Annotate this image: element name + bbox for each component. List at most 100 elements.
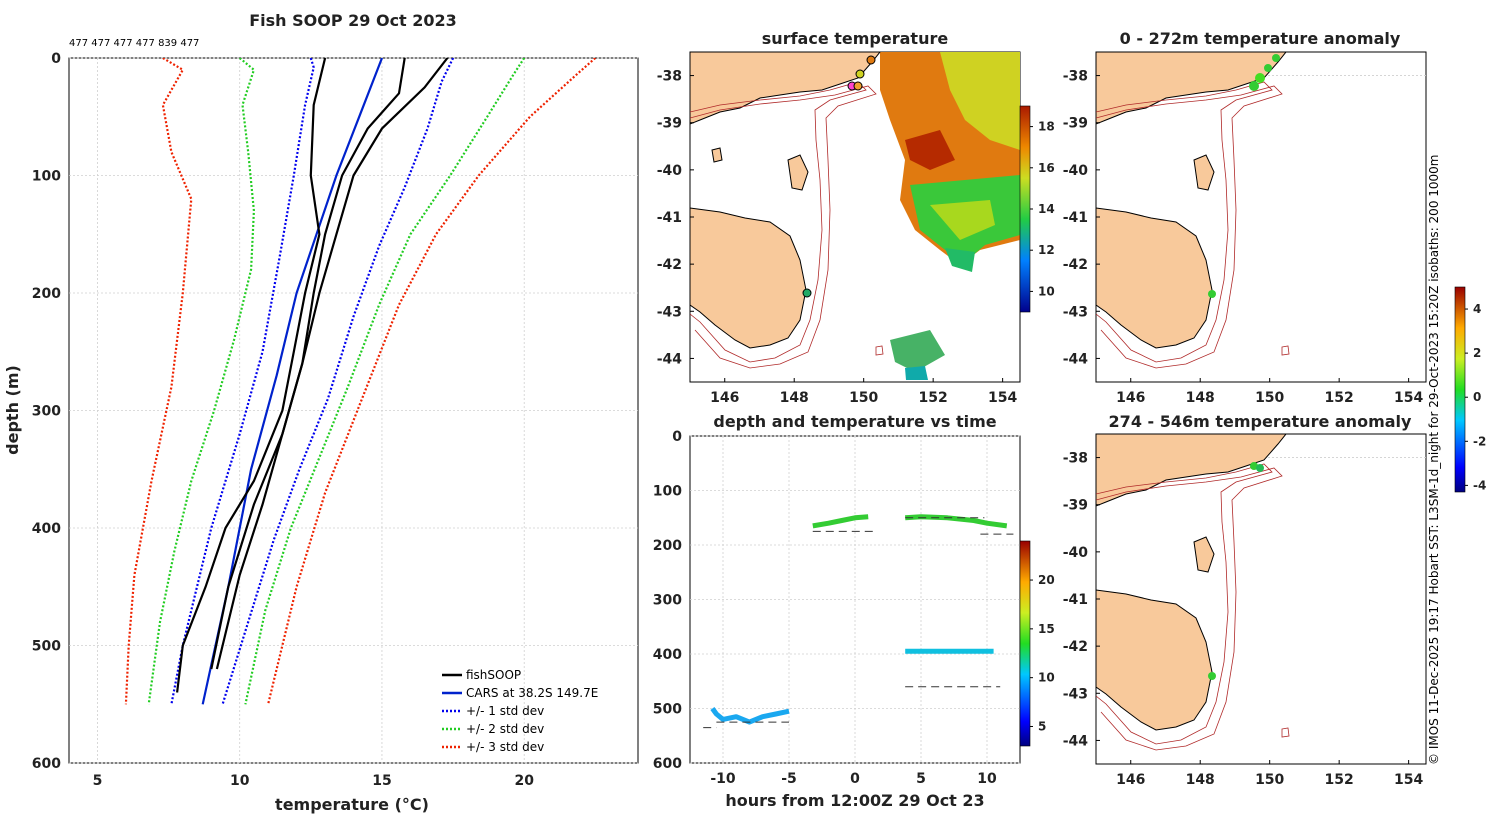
colorbar-tick: 14 xyxy=(1038,202,1055,216)
colorbar-tick: 5 xyxy=(1038,719,1046,733)
sst-king-island xyxy=(711,147,723,163)
colorbar-tick: 10 xyxy=(1038,671,1055,685)
sst-cyan-patch xyxy=(945,248,975,272)
sst-seamount xyxy=(875,345,884,356)
anomaly1-title: 0 - 272m temperature anomaly xyxy=(1120,29,1401,48)
anomaly2-content xyxy=(1096,434,1426,751)
map-lon-tick: 148 xyxy=(1186,772,1215,788)
profile-series--2-std-dev xyxy=(147,58,256,705)
legend-label-fishsoop: fishSOOP xyxy=(466,668,521,682)
map-lon-tick: 152 xyxy=(1325,772,1354,788)
anomaly1-seamount xyxy=(1281,345,1290,356)
profile-top-counts: 477 477 477 477 839 477 xyxy=(69,38,199,49)
map-lat-tick: -40 xyxy=(1063,545,1089,561)
profile-series--2-std-dev-upper- xyxy=(244,58,526,705)
map-lon-tick: 152 xyxy=(1325,390,1354,406)
map-lon-tick: 150 xyxy=(1255,772,1284,788)
profile-y-ticks: 0 100 200 300 400 500 600 xyxy=(32,51,61,772)
map-lat-tick: -42 xyxy=(657,257,682,273)
time-grid xyxy=(690,435,1020,764)
profile-series-fishsoop-3 xyxy=(210,58,449,670)
time-x-tick: 0 xyxy=(850,771,860,787)
profile-x-tick: 5 xyxy=(93,773,103,789)
profile-y-tick: 0 xyxy=(51,51,61,67)
anomaly2-seamount xyxy=(1281,727,1290,738)
time-x-tick: 10 xyxy=(977,771,997,787)
map-lon-tick: 154 xyxy=(1394,390,1423,406)
profile-series--3-std-dev-upper- xyxy=(267,58,597,705)
colorbar-tick: 12 xyxy=(1038,243,1055,257)
time-colorbar xyxy=(1019,540,1031,747)
time-y-tick: 600 xyxy=(653,756,682,772)
anomaly2-title: 274 - 546m temperature anomaly xyxy=(1109,412,1412,431)
profile-y-tick: 400 xyxy=(32,521,61,537)
time-title: depth and temperature vs time xyxy=(713,412,996,431)
map-lat-tick: -39 xyxy=(657,116,682,132)
time-segment xyxy=(812,514,869,529)
time-y-tick: 500 xyxy=(653,702,682,718)
anomaly2-tasmania xyxy=(1096,589,1213,731)
map-lon-tick: 146 xyxy=(710,390,739,406)
map-lat-tick: -39 xyxy=(1063,498,1088,514)
map-lon-tick: 154 xyxy=(1394,772,1423,788)
anomaly-colorbar-ticks: 4 2 0 -2 -4 xyxy=(1465,302,1486,492)
anomaly1-ticks: 146 148 150 152 154 -38 -39 -40 -41 -42 -43 -44 xyxy=(1063,69,1424,406)
sst-ticks: 146 148 150 152 154 -38 -39 -40 -41 -42 -43 -44 xyxy=(657,69,1018,406)
sst-hot-patch xyxy=(905,130,955,170)
legend-label-std2: +/- 2 std dev xyxy=(466,722,544,736)
sst-title: surface temperature xyxy=(762,29,949,48)
anomaly-colorbar xyxy=(1454,286,1466,493)
time-xlabel: hours from 12:00Z 29 Oct 23 xyxy=(725,791,984,810)
legend-label-std1: +/- 1 std dev xyxy=(466,704,544,718)
anomaly2-flinders-island xyxy=(1193,536,1215,573)
sst-colorbar xyxy=(1019,105,1031,313)
anomaly1-tasmania xyxy=(1096,207,1213,349)
map-lat-tick: -41 xyxy=(657,210,682,226)
map-lat-tick: -41 xyxy=(1063,210,1088,226)
map-lat-tick: -44 xyxy=(1063,351,1089,367)
sst-flinders-island xyxy=(787,154,809,191)
colorbar-tick: 16 xyxy=(1038,161,1055,175)
sst-tasmania xyxy=(690,207,807,349)
sst-colorbar-ticks: 18 16 14 12 10 xyxy=(1030,120,1055,298)
profile-legend: fishSOOP CARS at 38.2S 149.7E +/- 1 std … xyxy=(442,668,598,754)
map-lon-tick: 150 xyxy=(849,390,878,406)
map-lon-tick: 146 xyxy=(1116,772,1145,788)
sst-isobath-200 xyxy=(690,81,867,363)
colorbar-tick: 4 xyxy=(1473,302,1481,316)
sst-south-patch xyxy=(890,330,945,372)
anomaly2-marker-2 xyxy=(1256,464,1264,472)
anomaly1-marker-3 xyxy=(1255,73,1265,83)
time-x-tick: 5 xyxy=(916,771,926,787)
sst-lime-patch xyxy=(930,200,995,240)
sst-marker-5 xyxy=(802,288,812,298)
sst-marker-2 xyxy=(855,69,865,79)
anomaly1-marker-5 xyxy=(1208,290,1216,298)
colorbar-tick: -4 xyxy=(1473,478,1486,492)
anomaly1-marker-4 xyxy=(1249,81,1259,91)
map-lat-tick: -42 xyxy=(1063,257,1088,273)
map-lon-tick: 152 xyxy=(919,390,948,406)
profile-y-tick: 200 xyxy=(32,286,61,302)
anomaly2-mainland xyxy=(1096,434,1287,507)
profile-chart: 5 10 15 20 0 100 200 300 400 500 600 Fish SOOP 29… xyxy=(3,11,639,814)
anomaly2-isobath-1000 xyxy=(1096,467,1283,751)
anomaly1-marker-1 xyxy=(1272,54,1280,62)
time-y-tick: 200 xyxy=(653,538,682,554)
map-lon-tick: 150 xyxy=(1255,390,1284,406)
map-lat-tick: -39 xyxy=(1063,116,1088,132)
sst-south-cyan xyxy=(905,366,928,380)
map-lat-tick: -43 xyxy=(1063,686,1088,702)
sst-content xyxy=(690,52,1020,380)
map-lat-tick: -40 xyxy=(657,163,683,179)
map-lon-tick: 148 xyxy=(780,390,809,406)
profile-xlabel: temperature (°C) xyxy=(275,795,429,814)
time-y-tick: 100 xyxy=(653,484,682,500)
profile-series--3-std-dev xyxy=(124,58,193,705)
map-lat-tick: -44 xyxy=(1063,733,1089,749)
anomaly1-isobath-1000 xyxy=(1096,85,1283,369)
map-lat-tick: -40 xyxy=(1063,163,1089,179)
profile-series-fishsoop xyxy=(176,58,327,693)
